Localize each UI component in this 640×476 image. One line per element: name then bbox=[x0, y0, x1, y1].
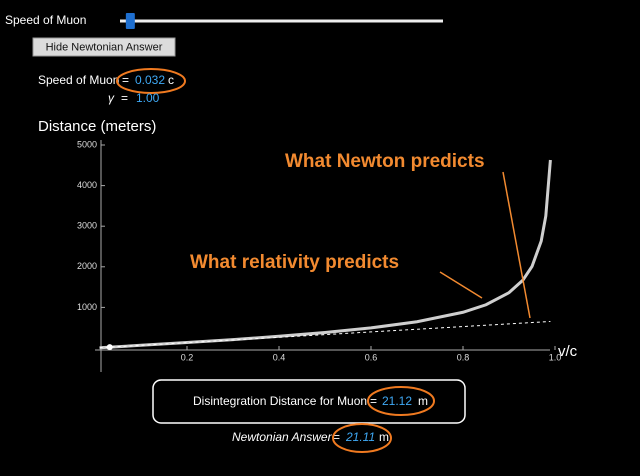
answer-box bbox=[152, 379, 466, 424]
equals: = bbox=[121, 91, 128, 105]
answer-unit: m bbox=[418, 394, 428, 408]
annotation-arrow bbox=[439, 271, 483, 299]
x-tick-label: 0.2 bbox=[181, 352, 194, 362]
answer-label: Disintegration Distance for Muon bbox=[193, 394, 367, 408]
y-tick-label: 5000 bbox=[77, 139, 97, 149]
x-tick-label: 0.6 bbox=[365, 352, 378, 362]
annotation-arrow bbox=[502, 171, 531, 319]
highlight-oval bbox=[332, 423, 392, 453]
annotation: What Newton predicts bbox=[285, 151, 485, 172]
highlight-oval bbox=[367, 386, 435, 416]
speed-unit: c bbox=[168, 73, 174, 87]
y-tick-label: 2000 bbox=[77, 261, 97, 271]
gamma-symbol: γ bbox=[108, 91, 115, 105]
x-tick-label: 1.0 bbox=[549, 352, 562, 362]
equals: = bbox=[370, 394, 377, 408]
annotation: What relativity predicts bbox=[190, 252, 399, 273]
speed-label: Speed of Muon bbox=[38, 73, 119, 87]
gamma-value: 1.00 bbox=[136, 91, 160, 105]
answer-value: 21.12 bbox=[382, 394, 412, 408]
x-tick-label: 0.8 bbox=[457, 352, 470, 362]
newtonian-unit: m bbox=[379, 430, 389, 444]
y-tick-label: 1000 bbox=[77, 302, 97, 312]
speed-value: 0.032 bbox=[135, 73, 165, 87]
highlight-oval bbox=[116, 68, 186, 94]
slider-label: Speed of Muon bbox=[5, 13, 86, 27]
newtonian-label: Newtonian Answer bbox=[232, 430, 333, 444]
x-tick-label: 0.4 bbox=[273, 352, 286, 362]
button-label[interactable]: Hide Newtonian Answer bbox=[46, 41, 163, 53]
equals: = bbox=[333, 430, 340, 444]
plot: 1000 2000 3000 4000 5000 0.2 0.4 0.6 0.8 1.0 bbox=[77, 139, 561, 362]
y-axis-label: Distance (meters) bbox=[38, 118, 156, 135]
y-tick-label: 3000 bbox=[77, 221, 97, 231]
slider-thumb[interactable] bbox=[125, 13, 135, 29]
y-tick-label: 4000 bbox=[77, 180, 97, 190]
series-line bbox=[99, 320, 551, 349]
x-axis-label: v/c bbox=[558, 343, 578, 360]
toggle-button[interactable] bbox=[32, 37, 176, 57]
equals: = bbox=[122, 73, 129, 87]
newtonian-value: 21.11 bbox=[345, 430, 375, 444]
current-point bbox=[106, 344, 113, 351]
